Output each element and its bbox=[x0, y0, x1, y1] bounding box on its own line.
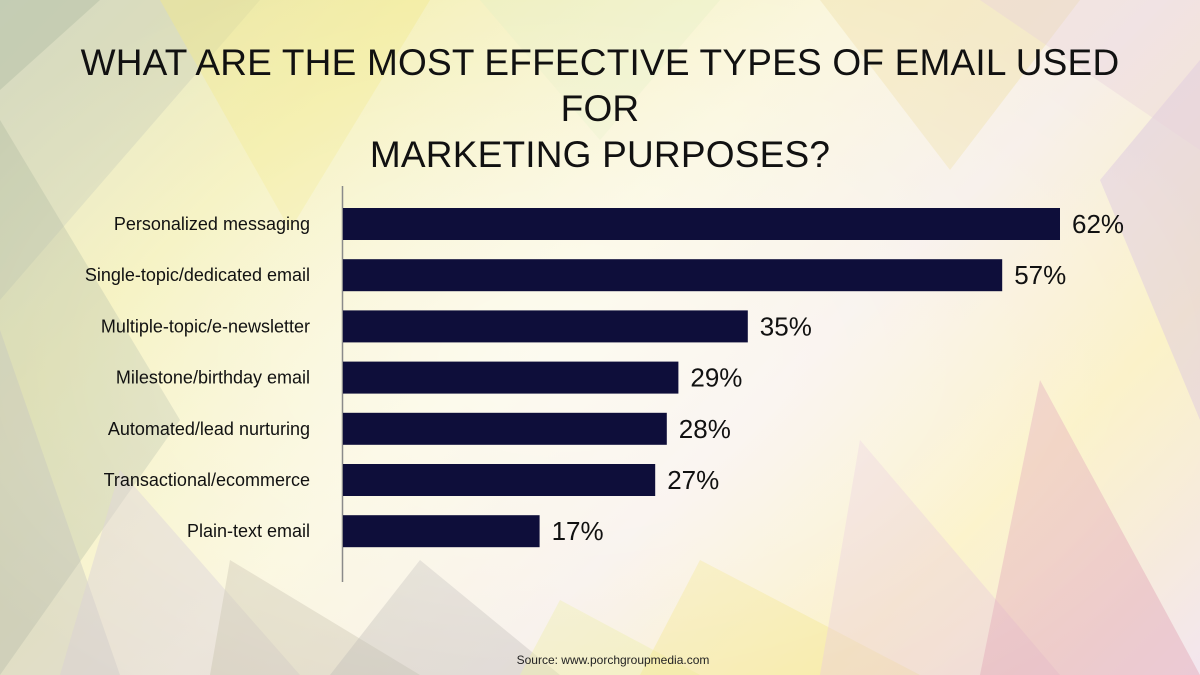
chart-title: WHAT ARE THE MOST EFFECTIVE TYPES OF EMA… bbox=[40, 40, 1160, 178]
bar-5 bbox=[343, 412, 667, 445]
value-label: 35% bbox=[760, 311, 812, 341]
bar-3 bbox=[343, 310, 748, 343]
value-label: 62% bbox=[1072, 209, 1124, 239]
value-label: 29% bbox=[690, 363, 742, 393]
category-label: Single-topic/dedicated email bbox=[85, 265, 310, 285]
bar-4 bbox=[343, 361, 679, 394]
value-label: 17% bbox=[552, 516, 604, 546]
value-label: 27% bbox=[667, 465, 719, 495]
chart-title-line-1: WHAT ARE THE MOST EFFECTIVE TYPES OF EMA… bbox=[80, 42, 1120, 129]
value-label: 57% bbox=[1014, 260, 1066, 290]
category-label: Automated/lead nurturing bbox=[108, 419, 310, 439]
bar-2 bbox=[343, 259, 1003, 292]
chart-title-line-2: MARKETING PURPOSES? bbox=[369, 134, 831, 175]
category-label: Milestone/birthday email bbox=[116, 368, 310, 388]
chart-marks: Personalized messaging 62% Single-topic/de… bbox=[85, 208, 1124, 548]
category-label: Multiple-topic/e-newsletter bbox=[101, 316, 310, 336]
bar-1 bbox=[343, 208, 1060, 240]
source-note: Source: www.porchgroupmedia.com bbox=[516, 653, 710, 667]
category-label: Plain-text email bbox=[187, 521, 310, 541]
category-label: Personalized messaging bbox=[114, 214, 310, 234]
value-label: 28% bbox=[679, 414, 731, 444]
category-label: Transactional/ecommerce bbox=[104, 470, 310, 490]
bar-7 bbox=[343, 515, 540, 548]
bar-6 bbox=[343, 464, 656, 496]
